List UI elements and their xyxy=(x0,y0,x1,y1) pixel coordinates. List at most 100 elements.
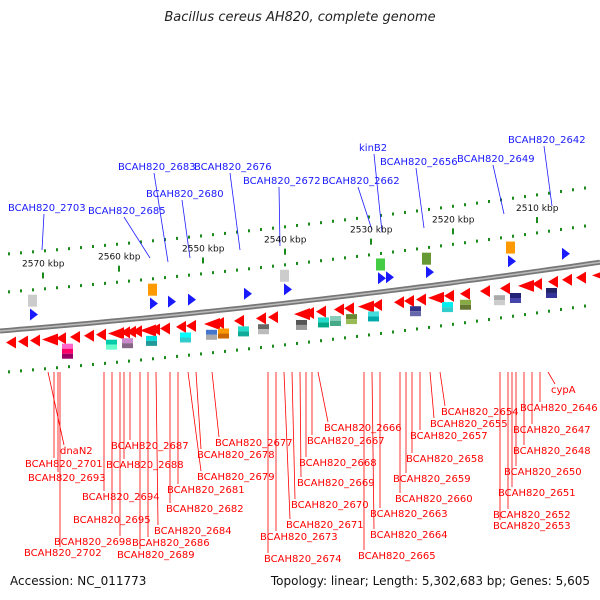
track-dot xyxy=(332,219,334,223)
track-dot xyxy=(356,334,358,338)
feature-block xyxy=(546,287,557,293)
reverse-gene-label: BCAH820_2682 xyxy=(166,504,244,515)
reverse-label-leader xyxy=(299,371,302,478)
scale-ticks-layer: 2570 kbp 2560 kbp 2550 kbp 2540 kbp 2530 kbp… xyxy=(22,204,559,279)
track-dot xyxy=(320,259,322,263)
reverse-gene-arrow xyxy=(30,334,40,347)
reverse-gene-arrow xyxy=(150,323,160,336)
feature-block xyxy=(258,324,269,330)
feature-block-top xyxy=(506,241,515,254)
track-dot xyxy=(584,304,586,308)
track-dot xyxy=(80,246,82,250)
reverse-label-leader xyxy=(371,371,375,530)
reverse-gene-label: BCAH820_2666 xyxy=(324,423,402,434)
scale-tick-label: 2530 kbp xyxy=(350,226,393,236)
track-dot xyxy=(44,249,46,253)
track-dot xyxy=(380,331,382,335)
reverse-label-leader xyxy=(547,371,556,385)
track-dot xyxy=(512,314,514,318)
feature-block xyxy=(460,304,471,310)
reverse-gene-label: BCAH820_2657 xyxy=(410,431,488,442)
reverse-gene-label: BCAH820_2663 xyxy=(370,509,448,520)
reverse-gene-arrow xyxy=(42,333,58,346)
reverse-gene-label: BCAH820_2687 xyxy=(111,441,189,452)
track-dot xyxy=(488,318,490,322)
reverse-gene-label: BCAH820_2648 xyxy=(513,446,591,457)
track-dot xyxy=(332,337,334,341)
track-dot xyxy=(476,239,478,243)
scale-tick-label: 2510 kbp xyxy=(516,204,559,214)
track-dot xyxy=(8,290,10,294)
feature-block xyxy=(330,316,341,322)
forward-label-leader xyxy=(543,145,553,207)
reverse-gene-arrow xyxy=(186,319,196,332)
genome-backbone xyxy=(0,259,600,334)
track-dot xyxy=(224,349,226,353)
scale-tick-mark xyxy=(42,272,44,279)
track-dot xyxy=(284,343,286,347)
track-dot xyxy=(68,247,70,251)
reverse-gene-label: BCAH820_2678 xyxy=(197,450,275,461)
reverse-gene-arrow xyxy=(592,272,600,279)
track-dot xyxy=(224,231,226,235)
feature-block xyxy=(296,324,307,330)
track-dot xyxy=(464,321,466,325)
feature-block xyxy=(318,317,329,323)
reverse-gene-arrow xyxy=(416,293,426,306)
track-dot xyxy=(212,271,214,275)
reverse-label-leader xyxy=(429,371,435,419)
reverse-gene-label: BCAH820_2679 xyxy=(197,472,275,483)
reverse-gene-arrow xyxy=(204,318,220,331)
track-dot xyxy=(404,248,406,252)
track-dot xyxy=(92,244,94,248)
scale-tick-mark xyxy=(370,238,372,245)
feature-block xyxy=(410,311,421,317)
feature-block xyxy=(460,299,471,305)
track-dot xyxy=(476,201,478,205)
reverse-label-leader xyxy=(211,371,220,438)
track-dot xyxy=(536,311,538,315)
track-dot xyxy=(296,341,298,345)
track-dot xyxy=(20,289,22,293)
track-dot xyxy=(560,189,562,193)
track-dot xyxy=(536,231,538,235)
forward-gene-arrow xyxy=(150,297,158,310)
track-dot xyxy=(512,196,514,200)
track-dot xyxy=(416,327,418,331)
track-dot xyxy=(572,188,574,192)
track-dot xyxy=(380,251,382,255)
reverse-gene-label: BCAH820_2659 xyxy=(393,474,471,485)
forward-label-leader xyxy=(373,153,383,233)
track-dot xyxy=(260,265,262,269)
feature-block xyxy=(368,311,379,317)
reverse-gene-label: BCAH820_2688 xyxy=(106,460,184,471)
forward-gene-label: BCAH820_2649 xyxy=(457,154,535,165)
reverse-gene-label: BCAH820_2651 xyxy=(498,488,576,499)
reverse-gene-label: BCAH820_2701 xyxy=(25,459,103,470)
track-dot xyxy=(464,203,466,207)
forward-label-leader xyxy=(278,186,281,247)
forward-gene-label: BCAH820_2672 xyxy=(243,176,321,187)
feature-block xyxy=(510,293,521,299)
reverse-gene-arrow xyxy=(500,282,510,295)
track-dot xyxy=(272,226,274,230)
track-dot xyxy=(68,365,70,369)
reverse-label-leader xyxy=(283,371,291,520)
track-dot xyxy=(500,236,502,240)
track-dot xyxy=(452,322,454,326)
track-dot xyxy=(536,193,538,197)
reverse-gene-label: BCAH820_2665 xyxy=(358,551,436,562)
reverse-gene-arrow xyxy=(96,328,106,341)
scale-tick-mark xyxy=(536,217,538,224)
feature-block xyxy=(318,322,329,328)
reverse-label-leader xyxy=(47,371,65,446)
track-dot xyxy=(368,253,370,257)
track-dot xyxy=(176,274,178,278)
feature-block xyxy=(346,314,357,320)
forward-gene-label: BCAH820_2642 xyxy=(508,135,586,146)
track-dot xyxy=(428,207,430,211)
reverse-label-leader xyxy=(291,371,296,500)
reverse-gene-arrow xyxy=(56,332,66,345)
